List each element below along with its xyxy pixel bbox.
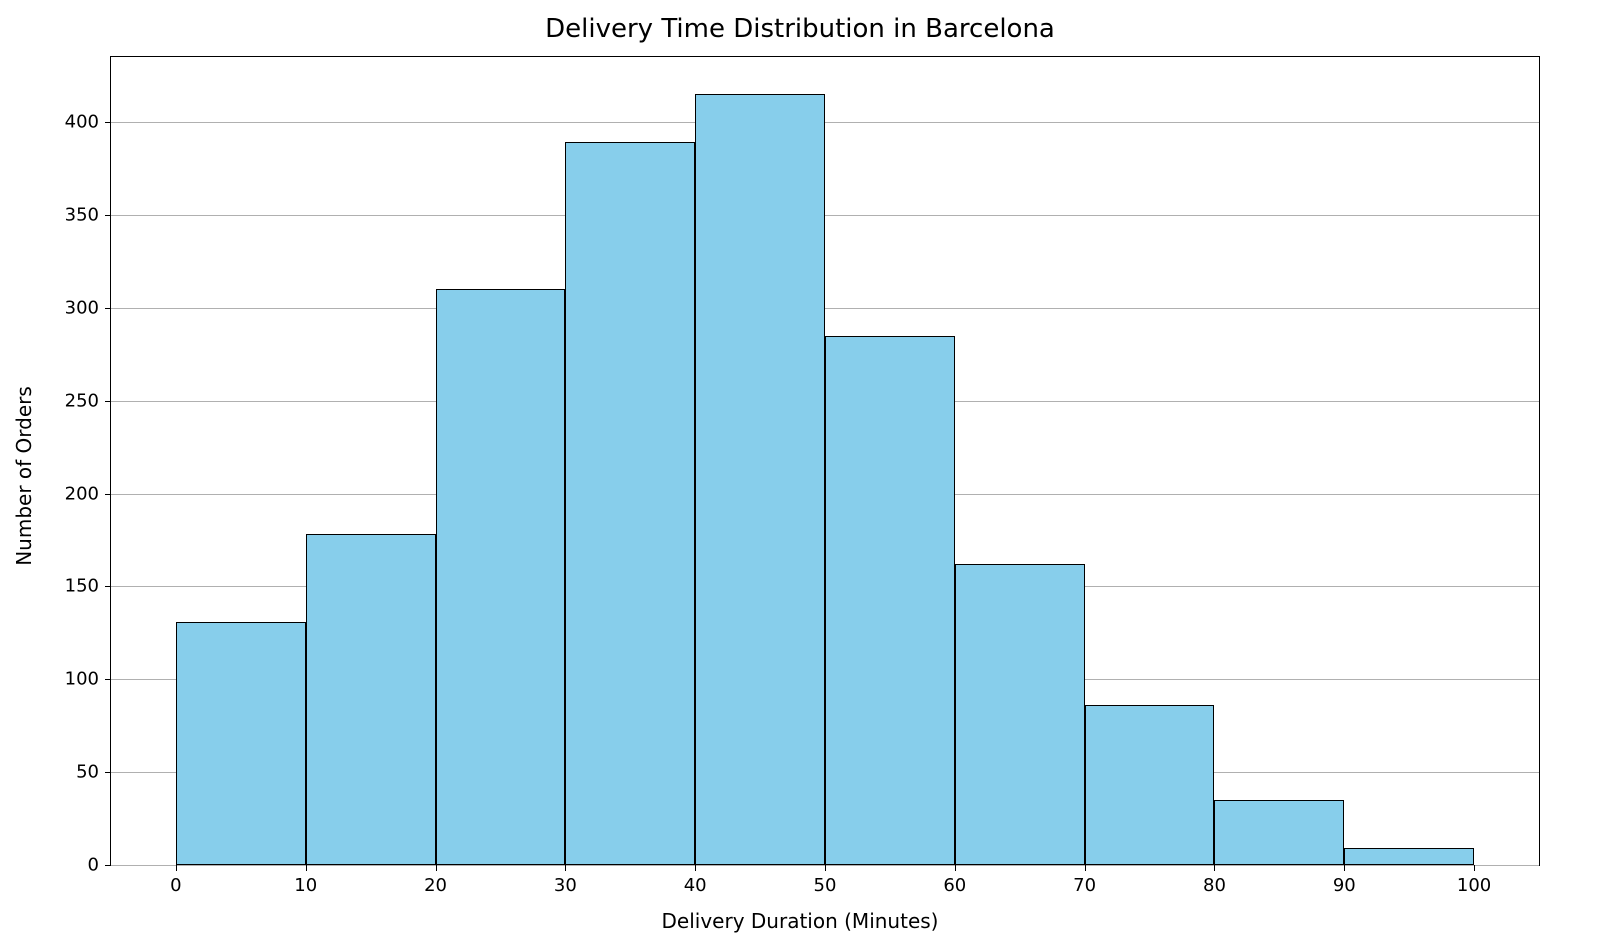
y-tick <box>105 122 111 123</box>
x-tick-label: 20 <box>424 875 447 896</box>
histogram-bar <box>1085 705 1215 865</box>
plot-area: 0501001502002503003504000102030405060708… <box>110 56 1540 866</box>
gridline-h <box>111 308 1539 309</box>
x-tick <box>1344 865 1345 871</box>
chart-title: Delivery Time Distribution in Barcelona <box>0 14 1600 44</box>
x-tick <box>1214 865 1215 871</box>
x-tick <box>955 865 956 871</box>
x-tick-label: 90 <box>1333 875 1356 896</box>
histogram-bar <box>176 622 306 865</box>
x-tick <box>695 865 696 871</box>
x-axis-label: Delivery Duration (Minutes) <box>0 909 1600 933</box>
histogram-bar <box>825 336 955 865</box>
histogram-bar <box>695 94 825 865</box>
y-tick-label: 400 <box>65 112 99 133</box>
x-tick-label: 80 <box>1203 875 1226 896</box>
x-tick-label: 30 <box>554 875 577 896</box>
y-tick <box>105 679 111 680</box>
y-tick-label: 0 <box>88 855 99 876</box>
x-tick-label: 0 <box>170 875 181 896</box>
y-tick <box>105 586 111 587</box>
x-tick-label: 60 <box>943 875 966 896</box>
histogram-bar <box>436 289 566 865</box>
x-tick <box>306 865 307 871</box>
y-tick <box>105 401 111 402</box>
histogram-chart: Delivery Time Distribution in Barcelona … <box>0 0 1600 951</box>
y-axis-label: Number of Orders <box>12 386 36 566</box>
y-tick-label: 100 <box>65 669 99 690</box>
y-tick-label: 150 <box>65 576 99 597</box>
y-tick-label: 300 <box>65 297 99 318</box>
x-tick <box>1474 865 1475 871</box>
y-tick-label: 250 <box>65 390 99 411</box>
x-tick-label: 40 <box>684 875 707 896</box>
x-tick-label: 100 <box>1457 875 1491 896</box>
gridline-h <box>111 215 1539 216</box>
histogram-bar <box>1344 848 1474 865</box>
x-tick-label: 10 <box>294 875 317 896</box>
x-tick <box>565 865 566 871</box>
x-tick-label: 50 <box>814 875 837 896</box>
y-tick-label: 200 <box>65 483 99 504</box>
y-tick <box>105 494 111 495</box>
histogram-bar <box>955 564 1085 865</box>
histogram-bar <box>306 534 436 865</box>
x-tick <box>1085 865 1086 871</box>
histogram-bar <box>1214 800 1344 865</box>
y-tick <box>105 772 111 773</box>
histogram-bar <box>565 142 695 865</box>
y-tick <box>105 865 111 866</box>
gridline-h <box>111 122 1539 123</box>
x-tick <box>825 865 826 871</box>
y-tick-label: 350 <box>65 204 99 225</box>
y-tick <box>105 215 111 216</box>
x-tick <box>176 865 177 871</box>
x-tick <box>436 865 437 871</box>
y-tick <box>105 308 111 309</box>
y-tick-label: 50 <box>76 762 99 783</box>
x-tick-label: 70 <box>1073 875 1096 896</box>
